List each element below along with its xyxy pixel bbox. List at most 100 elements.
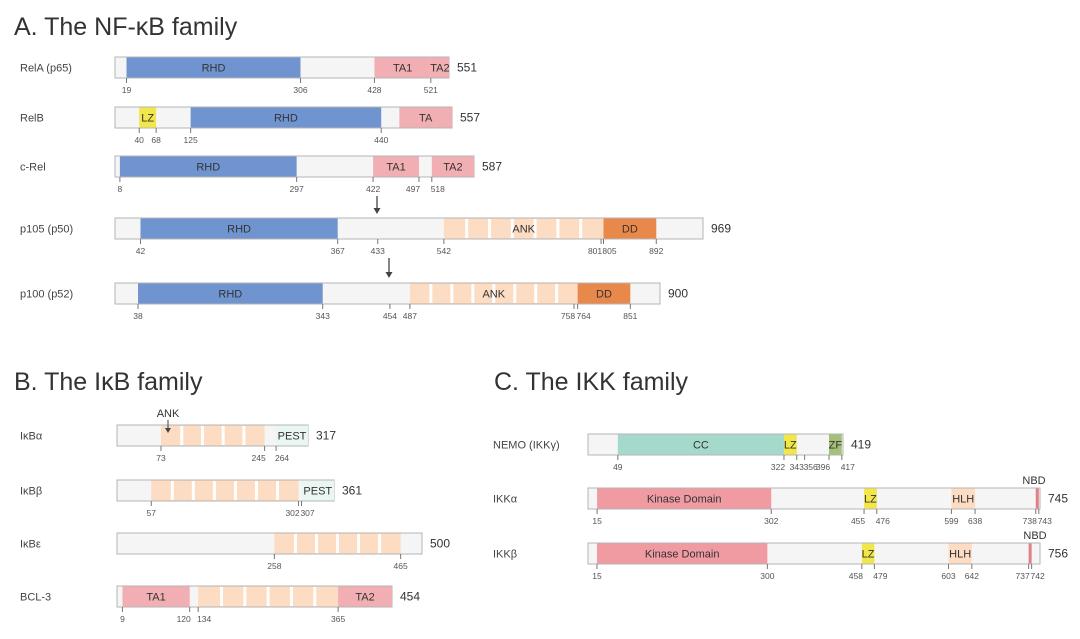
residue-number: 365: [331, 614, 345, 624]
domain-rhd: RHD: [140, 218, 338, 239]
protein-name-label: IκBε: [20, 539, 41, 551]
domain-ta: TA2: [430, 57, 450, 78]
domain-label: ZF: [829, 440, 843, 452]
protein-row: IKKβ Kinase Domain LZ HLH 756 15 300 458 479 603 6…: [493, 542, 1068, 581]
residue-number: 15: [592, 516, 602, 526]
residue-number: 302: [285, 508, 299, 518]
residue-number: 422: [366, 184, 380, 194]
domain-label: TA1: [386, 162, 405, 174]
domain-ta: TA: [399, 107, 452, 128]
protein-row: RelB LZ RHD TA 557 40 68 125 440: [20, 106, 480, 145]
protein-row: p100 (p52) RHD ANK DD 900 38 343 454 487 758 764 85…: [20, 282, 688, 321]
ank-repeat-divider: [510, 219, 514, 238]
ank-repeat-divider: [221, 426, 225, 445]
residue-number: 737: [1016, 571, 1030, 581]
ank-repeat-divider: [313, 587, 317, 606]
domain-ta-block: [122, 586, 190, 607]
protein-length-label: 557: [460, 111, 480, 125]
residue-number: 264: [275, 453, 289, 463]
protein-length-label: 454: [400, 590, 420, 604]
ank-repeat-divider: [212, 481, 216, 500]
domain-label: DD: [596, 289, 612, 301]
domain-label: RHD: [196, 162, 220, 174]
ank-repeat-divider: [471, 284, 475, 303]
domain-ta: TA1: [374, 57, 431, 78]
residue-number: 599: [944, 516, 958, 526]
domain-label: TA: [419, 113, 433, 125]
domain-dd-block: [577, 283, 631, 304]
domain-ta: TA2: [338, 586, 392, 607]
residue-number: 8: [118, 184, 123, 194]
residue-number: 73: [156, 453, 166, 463]
residue-number: 396: [816, 462, 830, 472]
residue-number: 134: [197, 614, 211, 624]
residue-number: 454: [383, 311, 397, 321]
protein-length-label: 500: [430, 537, 450, 551]
domain-ank: ANK: [409, 283, 578, 304]
ank-repeat-divider: [487, 219, 491, 238]
domain-label: CC: [693, 440, 709, 452]
residue-number: 428: [367, 85, 381, 95]
protein-name-label: IKKα: [493, 494, 518, 506]
domain-ta: TA1: [122, 586, 190, 607]
residue-number: 476: [876, 516, 890, 526]
residue-number: 892: [649, 246, 663, 256]
domain-lz-block: [139, 107, 157, 128]
domain-ta-block: [399, 107, 452, 128]
residue-number: 479: [873, 571, 887, 581]
protein-length-label: 361: [342, 484, 362, 498]
ank-repeat-divider: [233, 481, 237, 500]
residue-number: 302: [764, 516, 778, 526]
residue-number: 367: [331, 246, 345, 256]
residue-number: 49: [613, 462, 623, 472]
nbd-callout-label: NBD: [1022, 475, 1045, 487]
processing-arrow-head: [385, 272, 393, 278]
ank-repeat-divider: [243, 587, 247, 606]
domain-kinase: Kinase Domain: [597, 488, 772, 509]
residue-number: 542: [437, 246, 451, 256]
domain-nbd-block: [1028, 543, 1032, 564]
domain-lz-block: [861, 543, 875, 564]
residue-number: 15: [592, 571, 602, 581]
domain-label: LZ: [862, 549, 875, 561]
protein-length-label: 745: [1048, 492, 1068, 506]
domain-hlh-block: [951, 488, 976, 509]
residue-number: 40: [134, 135, 144, 145]
residue-number: 433: [371, 246, 385, 256]
domain-dd-block: [603, 218, 657, 239]
domain-kinase-block: [596, 543, 768, 564]
residue-number: 356: [804, 462, 818, 472]
ank-repeat-divider: [513, 284, 517, 303]
domain-cc: CC: [617, 434, 784, 455]
ank-repeat-divider: [533, 219, 537, 238]
ank-repeat-divider: [534, 284, 538, 303]
residue-number: 455: [851, 516, 865, 526]
residue-number: 245: [252, 453, 266, 463]
protein-row: IκBα PEST 317 73 245 264: [20, 424, 336, 463]
domain-hlh: HLH: [948, 543, 972, 564]
residue-number: 801: [588, 246, 602, 256]
residue-number: 764: [577, 311, 591, 321]
ank-repeat-divider: [289, 587, 293, 606]
residue-number: 9: [120, 614, 125, 624]
domain-lz: LZ: [864, 488, 877, 509]
protein-name-label: c-Rel: [20, 162, 46, 174]
domain-label: Kinase Domain: [645, 549, 720, 561]
protein-row: c-Rel RHD TA1 TA2 587 8 297 422 497 518: [20, 155, 502, 194]
residue-number: 343: [316, 311, 330, 321]
ank-repeat-divider: [219, 587, 223, 606]
residue-number: 57: [147, 508, 157, 518]
residue-number: 603: [941, 571, 955, 581]
residue-number: 487: [403, 311, 417, 321]
ank-repeat-divider: [180, 426, 184, 445]
domain-rhd: RHD: [119, 156, 297, 177]
domain-hlh-block: [948, 543, 972, 564]
ank-repeat-divider: [357, 534, 361, 553]
protein-length-label: 756: [1048, 547, 1068, 561]
processing-arrow-head: [373, 208, 381, 214]
residue-number: 68: [151, 135, 161, 145]
ank-repeat-divider: [465, 219, 469, 238]
domain-zf: ZF: [829, 434, 843, 455]
